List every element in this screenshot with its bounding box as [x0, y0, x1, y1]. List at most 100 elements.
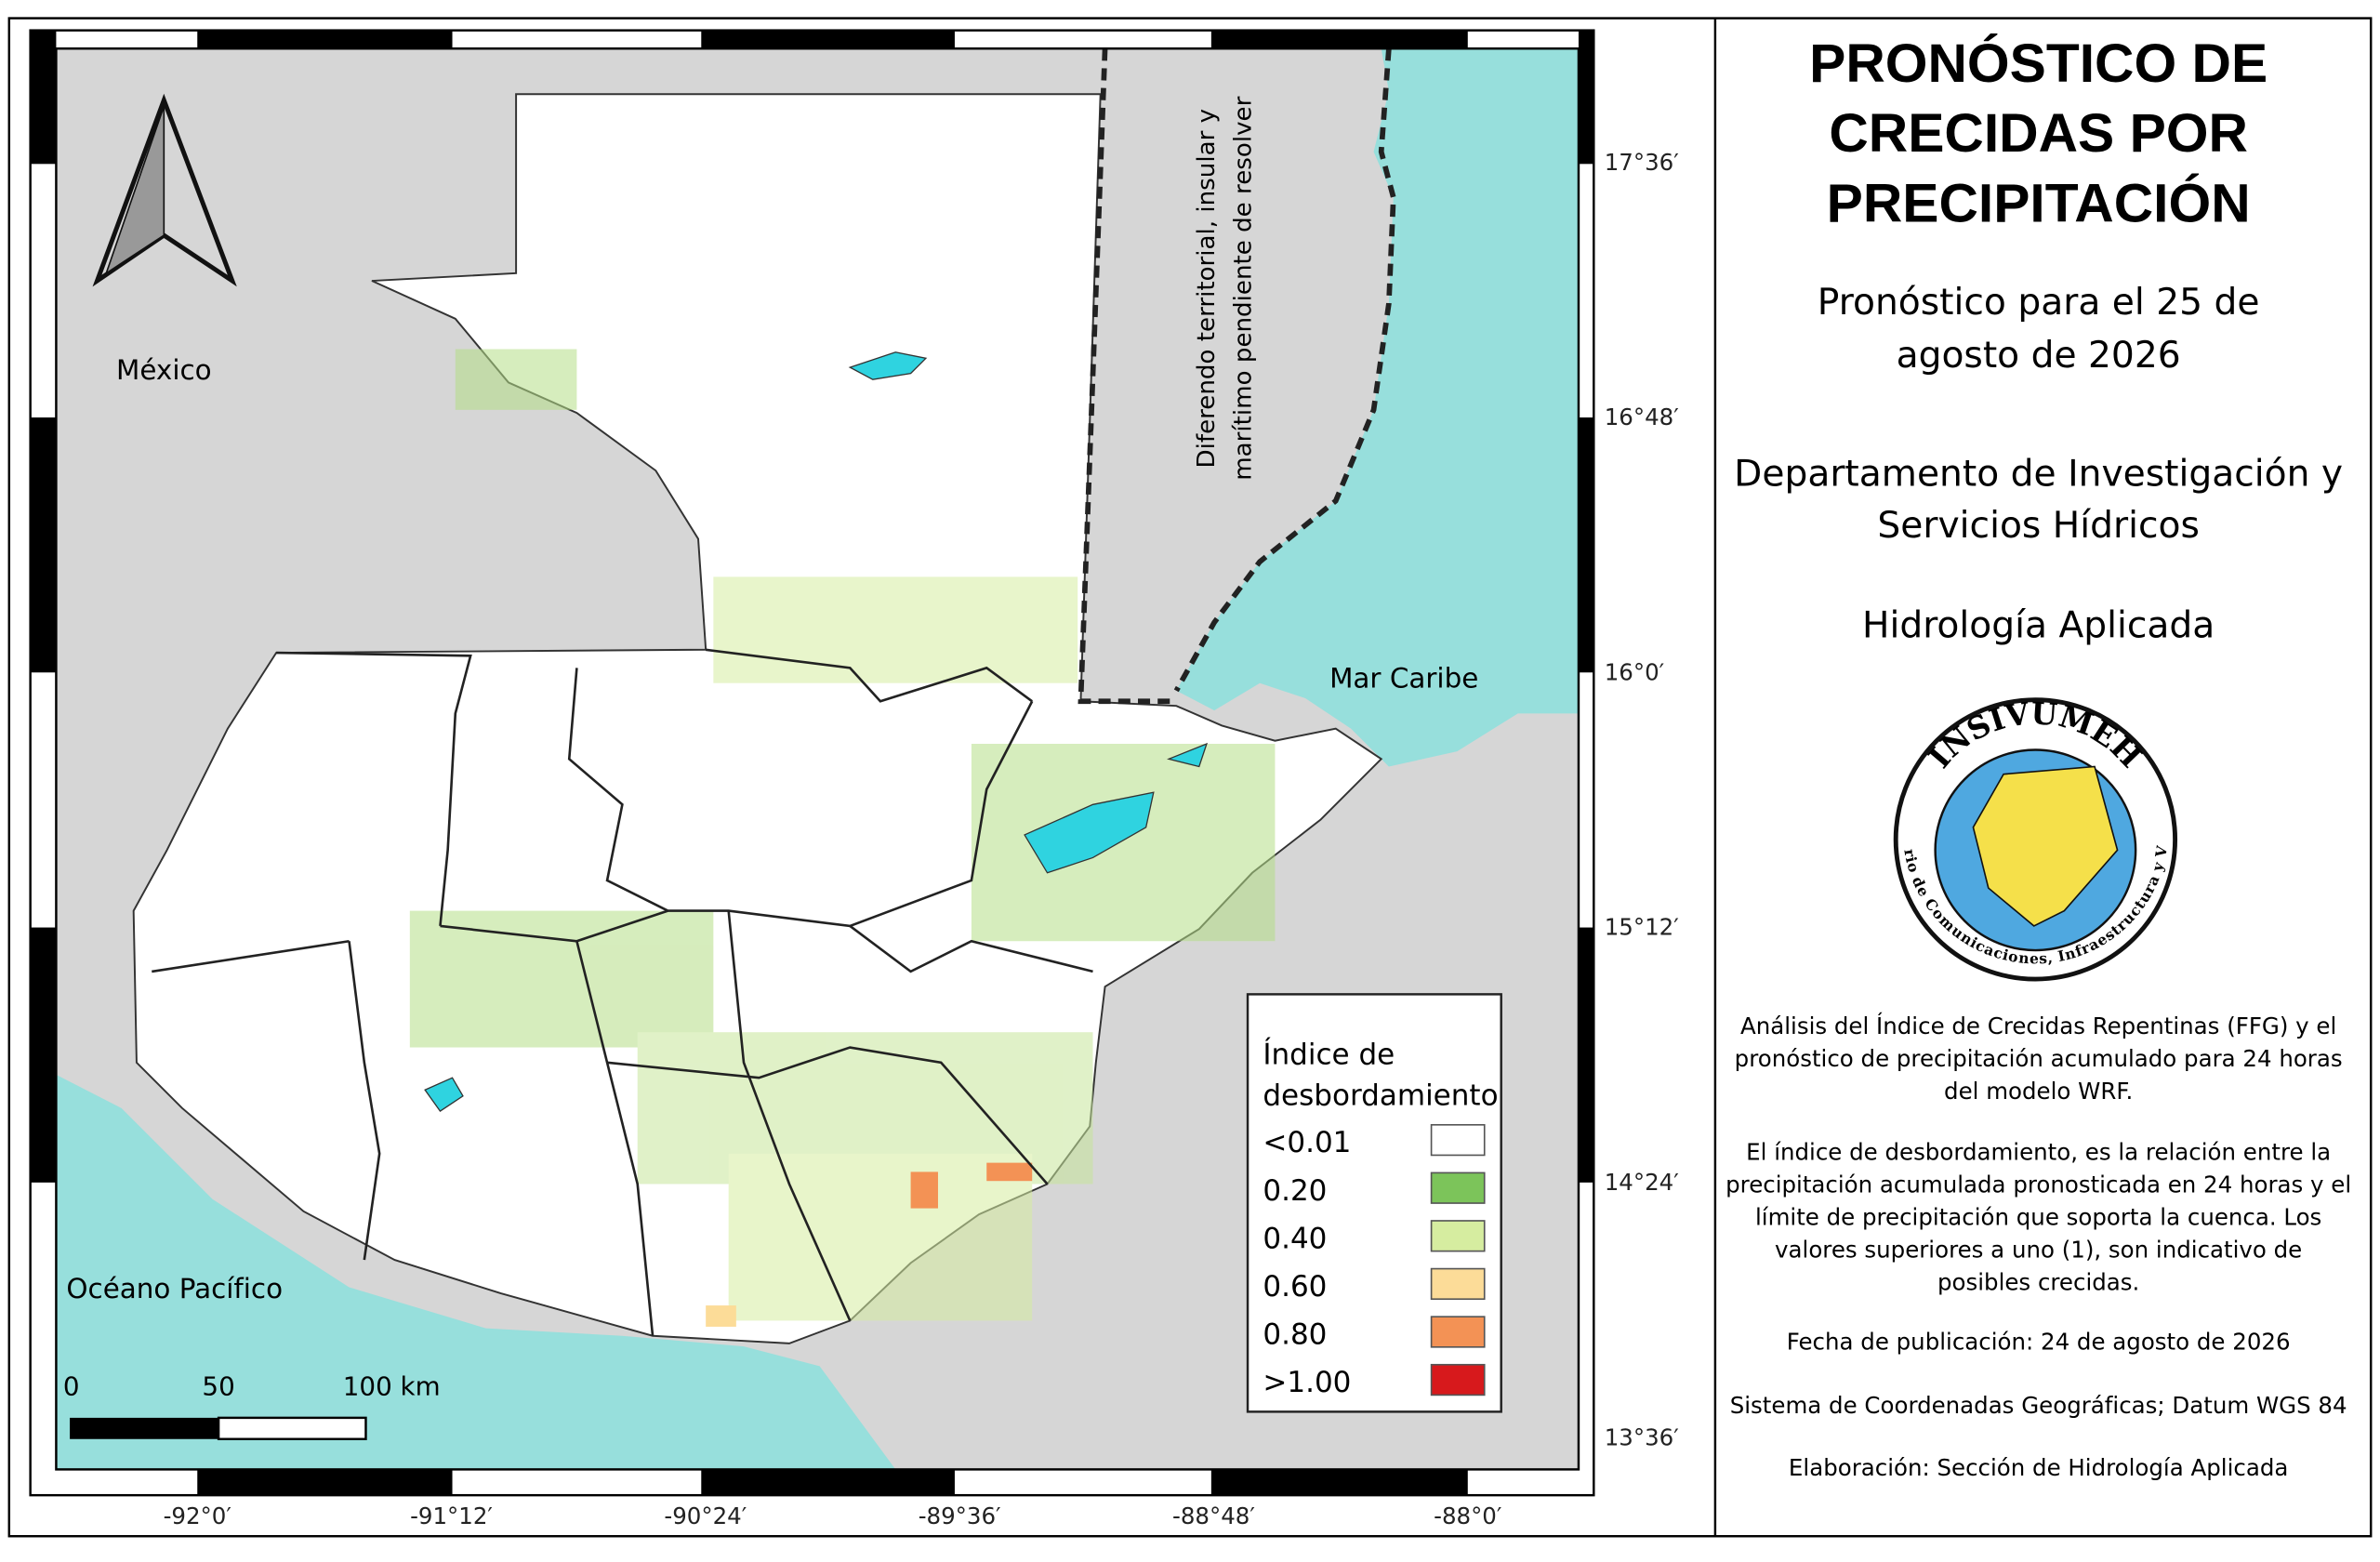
legend-swatch: [1430, 1123, 1486, 1157]
border: [575, 940, 654, 1336]
patch: [713, 576, 1078, 683]
lake: [1167, 742, 1209, 768]
dispute-label: Diferendo territorial, insular y marítimo…: [1193, 96, 1257, 480]
title: PRECIPITACIÓN: [1827, 172, 2251, 233]
scale-bar-black: [70, 1417, 219, 1439]
lat-tick-label: 14°24′: [1605, 1169, 1679, 1196]
frame-seg: [1578, 417, 1594, 673]
patch-high: [910, 1172, 938, 1209]
border: [567, 668, 1034, 928]
department: Departamento de Investigación y: [1734, 453, 2343, 495]
scale-bar-white: [217, 1416, 367, 1440]
label-mexico: México: [116, 354, 212, 386]
explanation: El índice de desbordamiento, es la relac…: [1746, 1138, 2331, 1165]
department: Servicios Hídricos: [1877, 505, 2199, 547]
patch: [455, 349, 577, 410]
dashed-line: [1078, 48, 1177, 705]
north-arrow: [92, 93, 237, 287]
lon-tick-label: -89°36′: [919, 1502, 1001, 1529]
label-caribbean: Mar Caribe: [1329, 663, 1478, 695]
patch: [728, 1153, 1033, 1321]
lat-tick-label: 16°0′: [1605, 658, 1665, 685]
legend-swatch: [1430, 1267, 1486, 1301]
frame-seg: [1578, 30, 1594, 165]
caribbean-sea: [1176, 48, 1579, 767]
explanation: límite de precipitación que soporta la c…: [1755, 1204, 2321, 1231]
legend-title: Índice de: [1263, 1036, 1395, 1071]
department-borders: [152, 648, 1093, 1336]
frame-seg: [30, 30, 57, 165]
forecast-patches: [409, 349, 1276, 1321]
sheet-border: [7, 17, 2373, 1538]
legend-swatch: [1430, 1316, 1486, 1348]
subtitle: Pronóstico para el 25 de: [1818, 282, 2260, 324]
legend-label: 0.60: [1263, 1270, 1327, 1304]
dashed-coast: [1173, 48, 1396, 693]
lakes: [424, 351, 1209, 1112]
legend-label: 0.40: [1263, 1222, 1327, 1255]
explanation: precipitación acumulada pronosticada en …: [1726, 1171, 2351, 1198]
lake-atitlan: [424, 1077, 464, 1112]
lon-tick-label: -90°24′: [664, 1502, 747, 1529]
scale-label: 50: [202, 1370, 234, 1401]
legend-title: desbordamiento: [1263, 1079, 1498, 1113]
frame-seg: [1578, 927, 1594, 1183]
patch: [409, 910, 714, 1048]
legend-label: >1.00: [1263, 1366, 1351, 1399]
patch-high: [986, 1162, 1033, 1182]
lon-tick-label: -92°0′: [164, 1502, 231, 1529]
legend-swatch: [1430, 1172, 1486, 1204]
map-area: México Mar Caribe Océano Pacífico 0 50 1…: [56, 48, 1579, 1470]
description: del modelo WRF.: [1944, 1078, 2133, 1105]
frame-seg: [701, 1469, 955, 1496]
frame-seg: [30, 417, 57, 673]
title: CRECIDAS POR: [1829, 103, 2248, 164]
dispute-text: Diferendo territorial, insular y: [1193, 109, 1221, 469]
lat-tick-label: 15°12′: [1605, 914, 1679, 941]
disputed-border: [1078, 48, 1396, 705]
coordinate-system: Sistema de Coordenadas Geográficas; Datu…: [1730, 1392, 2347, 1419]
scale-label: 100 km: [343, 1370, 441, 1401]
frame-seg: [1210, 1469, 1468, 1496]
lake: [848, 351, 928, 380]
border: [276, 651, 472, 927]
frame-seg: [197, 1469, 453, 1496]
title: PRONÓSTICO DE: [1809, 33, 2268, 94]
label-pacific: Océano Pacífico: [66, 1273, 283, 1304]
border: [849, 924, 1093, 973]
border: [706, 648, 1033, 703]
border: [606, 1046, 1049, 1185]
dispute-text: marítimo pendiente de resolver: [1229, 96, 1257, 480]
lake-izabal: [1024, 791, 1155, 874]
north-arrow-half: [104, 106, 165, 275]
legend-label: 0.20: [1263, 1174, 1327, 1208]
border: [727, 910, 852, 1321]
lon-tick-label: -91°12′: [410, 1502, 493, 1529]
lat-tick-label: 16°48′: [1605, 404, 1679, 430]
scale-label: 0: [63, 1370, 80, 1401]
pacific-ocean: [56, 1074, 896, 1470]
legend-label: <0.01: [1263, 1126, 1351, 1159]
explanation: valores superiores a uno (1), son indica…: [1775, 1237, 2302, 1264]
lat-tick-label: 17°36′: [1605, 149, 1679, 176]
logo-country: [1972, 765, 2119, 927]
explanation: posibles crecidas.: [1937, 1269, 2139, 1296]
frame-seg: [30, 927, 57, 1183]
subtitle: agosto de 2026: [1897, 335, 2181, 377]
border: [152, 939, 350, 973]
lon-tick-label: -88°0′: [1434, 1502, 1501, 1529]
lon-tick-label: -88°48′: [1172, 1502, 1255, 1529]
legend-label: 0.80: [1263, 1318, 1327, 1352]
legend-swatch: [1430, 1220, 1486, 1252]
frame-segments: [30, 30, 1594, 1496]
description: Análisis del Índice de Crecidas Repentin…: [1740, 1013, 2336, 1039]
patch-mid: [706, 1305, 736, 1327]
prepared-by: Elaboración: Sección de Hidrología Aplic…: [1789, 1454, 2288, 1481]
frame-seg: [701, 30, 955, 49]
legend-swatch: [1430, 1363, 1486, 1397]
description: pronóstico de precipitación acumulado pa…: [1735, 1045, 2343, 1072]
border: [348, 941, 381, 1261]
patch: [971, 744, 1276, 942]
